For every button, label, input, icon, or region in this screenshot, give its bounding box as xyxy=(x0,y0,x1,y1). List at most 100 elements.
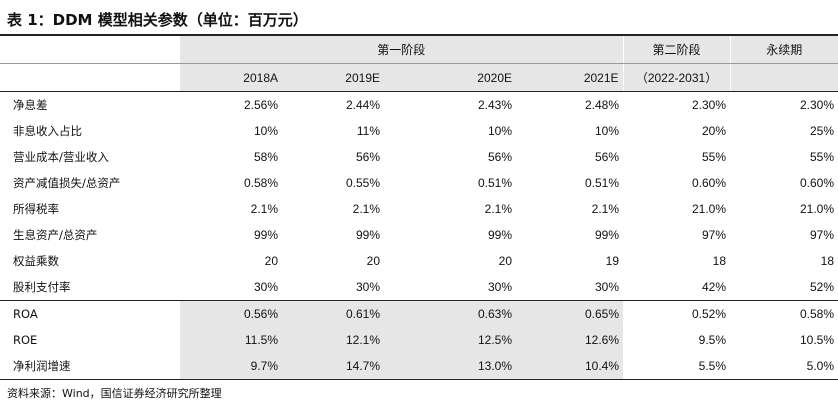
cell-value: 5.0% xyxy=(730,353,838,380)
row-label: 生息资产/总资产 xyxy=(13,228,98,242)
header-year: 2019E xyxy=(282,63,384,92)
table-row: 资产减值损失/总资产 0.58% 0.55% 0.51% 0.51% 0.60% 0.60% xyxy=(0,170,838,196)
cell-value: 20 xyxy=(264,254,278,268)
cell-value: 30% xyxy=(253,280,278,294)
cell-value: 5.5% xyxy=(623,353,731,380)
cell-value: 2.1% xyxy=(250,202,278,216)
cell-value: 99% xyxy=(594,228,620,242)
cell-value: 99% xyxy=(487,228,512,242)
cell-value: 11.5% xyxy=(180,327,282,353)
cell-value: 0.51% xyxy=(477,176,512,190)
row-label: 资产减值损失/总资产 xyxy=(13,176,121,190)
cell-value: 10% xyxy=(487,124,512,138)
cell-value: 0.65% xyxy=(516,300,624,327)
row-label: 所得税率 xyxy=(13,202,59,216)
cell-value: 11% xyxy=(356,124,380,138)
cell-value: 42% xyxy=(701,280,727,294)
source-note: 资料来源：Wind，国信证券经济研究所整理 xyxy=(7,387,222,400)
cell-value: 2.1% xyxy=(484,202,512,216)
cell-value: 0.58% xyxy=(730,300,838,327)
row-label: ROE xyxy=(13,333,38,347)
cell-value: 0.51% xyxy=(584,176,620,190)
header-stage1: 第一阶段 xyxy=(180,36,624,64)
row-label: 权益乘数 xyxy=(13,254,59,268)
header-blank-2 xyxy=(0,63,180,92)
cell-value: 12.6% xyxy=(516,327,624,353)
table-row: 股利支付率 30% 30% 30% 30% 42% 52% xyxy=(0,274,838,301)
cell-value: 20 xyxy=(366,254,380,268)
cell-value: 0.60% xyxy=(691,176,727,190)
cell-value: 18 xyxy=(712,254,727,268)
table-row: 权益乘数 20 20 20 19 18 18 xyxy=(0,248,838,274)
cell-value: 13.0% xyxy=(384,353,516,380)
cell-value: 9.7% xyxy=(180,353,282,380)
cell-value: 9.5% xyxy=(698,333,727,347)
cell-value: 99% xyxy=(253,228,278,242)
cell-value: 56% xyxy=(594,150,620,164)
cell-value: 10% xyxy=(594,124,620,138)
row-label: 营业成本/营业收入 xyxy=(13,150,109,164)
cell-value: 56% xyxy=(487,150,512,164)
cell-value: 21.0% xyxy=(691,202,727,216)
header-stage2: 第二阶段 xyxy=(622,36,731,64)
cell-value: 20 xyxy=(498,254,512,268)
cell-value: 12.1% xyxy=(282,327,384,353)
cell-value: 21.0% xyxy=(799,202,835,216)
row-label: 股利支付率 xyxy=(13,280,71,294)
cell-value: 55% xyxy=(701,150,727,164)
row-label: ROA xyxy=(0,300,180,327)
cell-value: 0.63% xyxy=(384,300,516,327)
cell-value: 30% xyxy=(487,280,512,294)
cell-value: 10.4% xyxy=(516,353,624,380)
ddm-parameter-table: 第一阶段 第二阶段 永续期 2018A 2019E 2020E 2021E （2… xyxy=(0,36,838,380)
cell-value: 0.52% xyxy=(623,300,731,327)
header-stage3: 永续期 xyxy=(729,36,838,64)
cell-value: 10.5% xyxy=(799,333,835,347)
row-label: 净利润增速 xyxy=(0,353,180,380)
cell-value: 10% xyxy=(253,124,278,138)
cell-value: 30% xyxy=(594,280,620,294)
title-rule xyxy=(0,34,838,36)
cell-value: 0.55% xyxy=(345,176,380,190)
table-row: 非息收入占比 10% 11% 10% 10% 20% 25% xyxy=(0,118,838,144)
table-title: 表 1：DDM 模型相关参数（单位：百万元） xyxy=(7,11,308,29)
cell-value: 18 xyxy=(820,254,835,268)
header-blank xyxy=(0,36,180,64)
table-row: 净息差 2.56% 2.44% 2.43% 2.48% 2.30% 2.30% xyxy=(0,92,838,119)
cell-value: 0.61% xyxy=(282,300,384,327)
header-stage2-period: （2022-2031） xyxy=(622,63,731,92)
table-row: ROE 11.5% 12.1% 12.5% 12.6% 9.5% 10.5% xyxy=(0,327,838,353)
cell-value: 2.44% xyxy=(345,98,380,112)
cell-value: 99% xyxy=(355,228,380,242)
table-row: 所得税率 2.1% 2.1% 2.1% 2.1% 21.0% 21.0% xyxy=(0,196,838,222)
cell-value: 0.58% xyxy=(243,176,278,190)
cell-value: 2.30% xyxy=(799,98,835,112)
cell-value: 2.56% xyxy=(243,98,278,112)
header-year: 2020E xyxy=(384,63,516,92)
cell-value: 52% xyxy=(809,280,835,294)
cell-value: 20% xyxy=(701,124,727,138)
cell-value: 56% xyxy=(355,150,380,164)
cell-value: 97% xyxy=(701,228,727,242)
cell-value: 2.1% xyxy=(591,202,620,216)
header-blank-3 xyxy=(729,63,838,92)
row-label: 净息差 xyxy=(13,98,48,112)
cell-value: 97% xyxy=(809,228,835,242)
table-row: ROA 0.56% 0.61% 0.63% 0.65% 0.52% 0.58% xyxy=(0,300,838,327)
cell-value: 2.48% xyxy=(584,98,620,112)
cell-value: 2.30% xyxy=(691,98,727,112)
cell-value: 25% xyxy=(809,124,835,138)
cell-value: 30% xyxy=(355,280,380,294)
table-row: 净利润增速 9.7% 14.7% 13.0% 10.4% 5.5% 5.0% xyxy=(0,353,838,380)
table-row: 营业成本/营业收入 58% 56% 56% 56% 55% 55% xyxy=(0,144,838,170)
row-label: 非息收入占比 xyxy=(13,124,82,138)
cell-value: 12.5% xyxy=(384,327,516,353)
header-year: 2018A xyxy=(180,63,282,92)
cell-value: 58% xyxy=(253,150,278,164)
cell-value: 2.1% xyxy=(352,202,380,216)
cell-value: 0.56% xyxy=(180,300,282,327)
cell-value: 0.60% xyxy=(799,176,835,190)
cell-value: 19 xyxy=(605,254,620,268)
table-row: 生息资产/总资产 99% 99% 99% 99% 97% 97% xyxy=(0,222,838,248)
cell-value: 14.7% xyxy=(282,353,384,380)
